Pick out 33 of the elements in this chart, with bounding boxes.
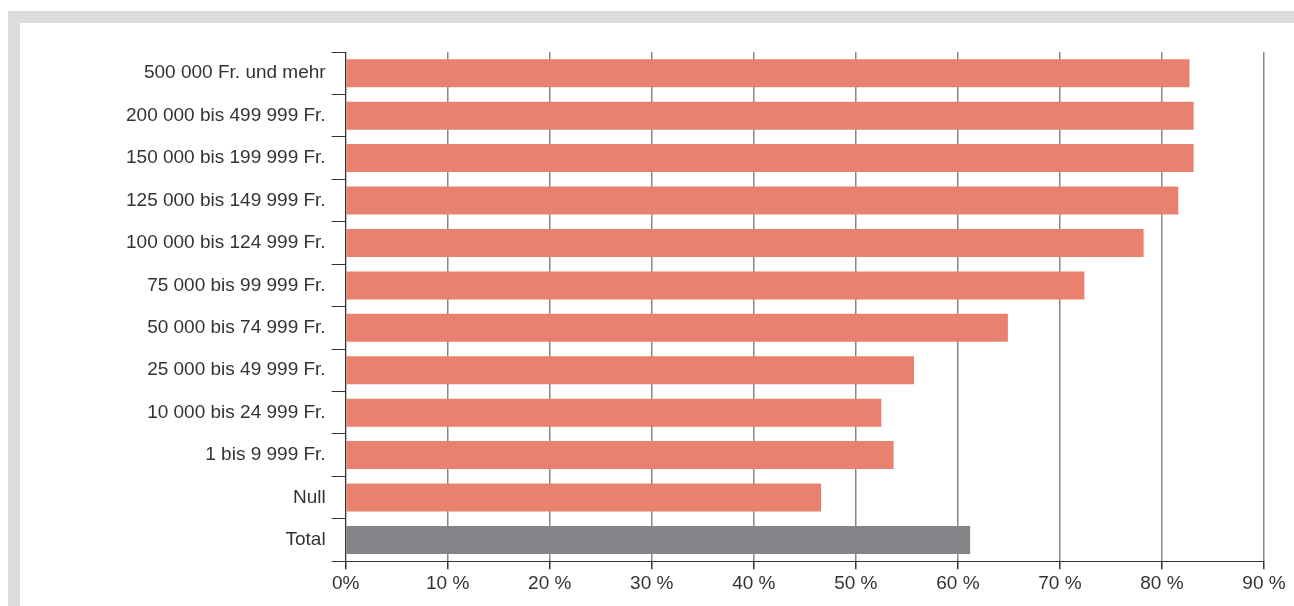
bar xyxy=(346,59,1190,88)
y-tick-label: 500 000 Fr. und mehr xyxy=(143,61,327,83)
y-tick-label: 50 000 bis 74 999 Fr. xyxy=(147,316,326,338)
x-tick-label: 40 % xyxy=(732,571,776,593)
x-tick-label: 80 % xyxy=(1140,571,1184,593)
y-tick-label: 150 000 bis 199 999 Fr. xyxy=(125,146,326,168)
y-tick-label: 75 000 bis 99 999 Fr. xyxy=(147,273,326,295)
bar xyxy=(346,186,1179,215)
bar xyxy=(346,398,882,427)
y-tick-label: 10 000 bis 24 999 Fr. xyxy=(147,400,326,422)
y-tick-label: 1 bis 9 999 Fr. xyxy=(205,443,326,465)
y-tick-label: Null xyxy=(292,485,326,507)
x-tick-label: 0% xyxy=(331,571,360,593)
bar xyxy=(346,441,894,470)
x-tick-label: 20 % xyxy=(528,571,572,593)
bar xyxy=(346,483,822,512)
bar xyxy=(346,356,915,385)
x-tick-label: 90 % xyxy=(1242,571,1286,593)
y-tick-label: 125 000 bis 149 999 Fr. xyxy=(125,188,326,210)
y-tick-label: 200 000 bis 499 999 Fr. xyxy=(125,103,326,125)
x-tick-label: 10 % xyxy=(426,571,470,593)
bar xyxy=(346,228,1144,257)
x-tick-label: 60 % xyxy=(936,571,980,593)
bar xyxy=(346,313,1008,342)
bar xyxy=(346,271,1085,300)
x-tick-label: 30 % xyxy=(630,571,674,593)
y-tick-label: Total xyxy=(285,528,326,550)
bar xyxy=(346,101,1194,130)
bar xyxy=(346,144,1194,173)
x-tick-label: 50 % xyxy=(834,571,878,593)
x-tick-label: 70 % xyxy=(1038,571,1082,593)
y-tick-label: 25 000 bis 49 999 Fr. xyxy=(147,358,326,380)
y-tick-label: 100 000 bis 124 999 Fr. xyxy=(125,231,326,253)
